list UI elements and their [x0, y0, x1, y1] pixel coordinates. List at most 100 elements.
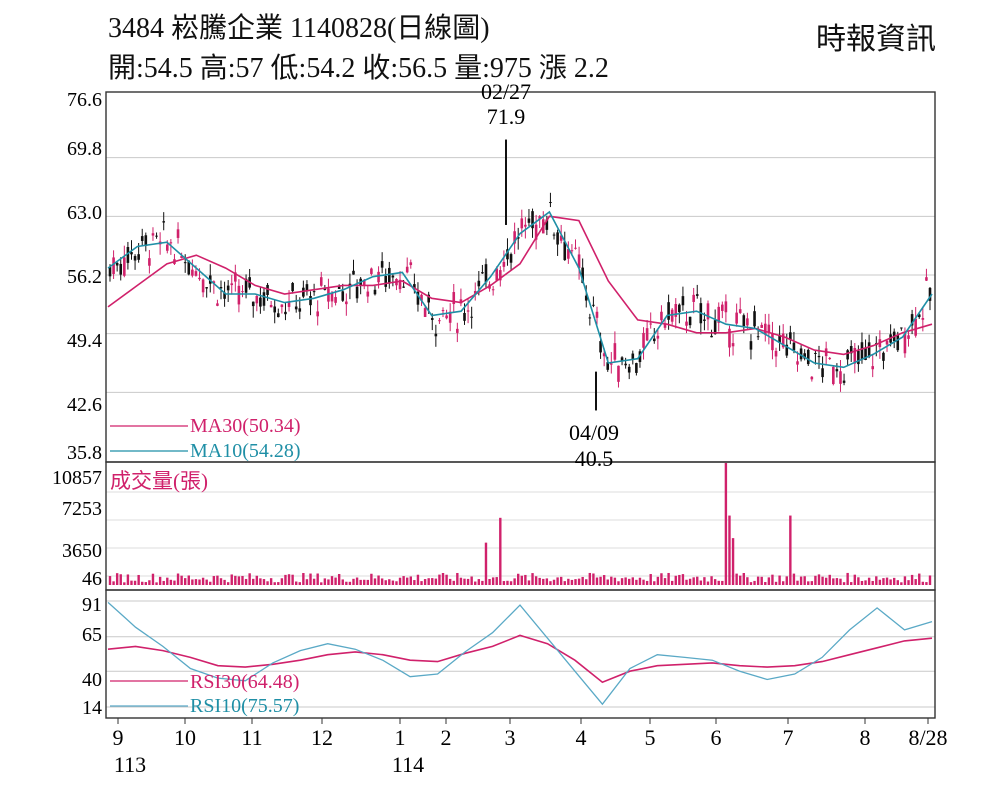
volume-bar: [692, 577, 695, 585]
volume-bar: [592, 573, 595, 585]
candle-body: [137, 254, 140, 260]
candle-body: [756, 336, 760, 338]
volume-bar: [380, 578, 384, 585]
volume-bar: [542, 578, 545, 585]
volume-bar: [448, 578, 452, 585]
candle-body: [738, 309, 742, 313]
candle-body: [731, 343, 735, 347]
candle-body: [176, 229, 180, 238]
volume-bar: [588, 572, 592, 585]
candle-body: [370, 268, 373, 274]
volume-bar: [323, 578, 327, 585]
volume-bar: [663, 578, 667, 585]
candle-body: [681, 296, 685, 306]
volume-bar: [552, 579, 556, 585]
volume-bar: [685, 579, 688, 585]
candle-body: [191, 269, 194, 276]
volume-bar: [821, 576, 824, 585]
candle-body: [903, 333, 907, 354]
candle-body: [491, 289, 495, 291]
ma10-line: [107, 210, 933, 369]
volume-bar: [559, 576, 563, 585]
volume-bar: [889, 579, 892, 585]
volume-bar: [688, 578, 692, 585]
volume-bar: [778, 575, 781, 585]
candle-body: [269, 304, 273, 308]
x-tick-label: 7: [783, 725, 794, 750]
candle-body: [108, 267, 112, 277]
volume-bar: [638, 577, 642, 585]
volume-bar: [123, 582, 126, 585]
volume-bar: [309, 573, 312, 585]
volume-bar: [910, 574, 914, 585]
volume-bar: [474, 581, 477, 585]
candle-body: [119, 263, 123, 275]
volume-bar: [921, 581, 925, 585]
volume-tick: 10857: [52, 467, 102, 489]
candle-body: [610, 363, 613, 365]
x-tick-label: 1: [395, 725, 406, 750]
volume-bar: [846, 572, 849, 585]
volume-bar: [148, 580, 151, 585]
volume-bar: [824, 577, 828, 585]
volume-bar: [441, 573, 445, 585]
candle-body: [130, 252, 133, 255]
candle-body: [234, 272, 237, 282]
volume-tick: 7253: [62, 498, 102, 520]
volume-bar: [660, 573, 663, 585]
volume-bar: [133, 580, 137, 585]
volume-bar: [395, 581, 398, 585]
volume-bar: [212, 576, 216, 585]
volume-bar: [320, 582, 323, 585]
candle-body: [667, 302, 670, 320]
candle-body: [921, 318, 925, 320]
volume-bar: [244, 578, 248, 585]
candle-body: [871, 366, 875, 370]
volume-bar: [262, 579, 266, 585]
candle-body: [484, 264, 488, 283]
candle-body: [620, 357, 624, 362]
candle-body: [635, 363, 638, 373]
volume-title: 成交量(張): [110, 469, 208, 493]
candle-body: [280, 304, 284, 308]
volume-bar: [363, 579, 366, 585]
volume-bar: [237, 576, 241, 585]
volume-bar: [223, 579, 226, 585]
volume-bar: [538, 577, 541, 585]
candle-body: [806, 349, 810, 365]
candle-body: [470, 316, 473, 318]
volume-bar: [731, 538, 735, 585]
candle-body: [456, 328, 459, 333]
volume-bar: [595, 577, 599, 585]
volume-bar: [703, 577, 706, 585]
volume-bar: [295, 581, 298, 585]
volume-bar: [713, 579, 717, 585]
candle-body: [652, 338, 656, 342]
x-tick-label: 3: [505, 725, 516, 750]
candle-body: [337, 285, 341, 289]
volume-bar: [459, 577, 463, 585]
candle-body: [481, 272, 484, 274]
volume-bar: [488, 578, 491, 585]
candle-body: [373, 289, 377, 295]
x-tick-label: 4: [576, 725, 587, 750]
volume-bar: [466, 578, 470, 585]
candle-body: [556, 232, 559, 245]
trough-date: 04/09: [569, 420, 619, 445]
candle-body: [430, 318, 434, 320]
volume-bar: [882, 578, 885, 585]
volume-bar: [721, 580, 724, 585]
x-tick-label: 6: [711, 725, 722, 750]
candle-body: [334, 297, 337, 303]
volume-bar: [710, 576, 713, 585]
trough-annotation: 04/09 40.5: [569, 420, 619, 471]
volume-bar: [341, 579, 344, 585]
volume-bar: [402, 576, 405, 585]
candle-body: [230, 283, 234, 286]
candle-body: [506, 249, 509, 260]
candle-body: [499, 270, 502, 281]
volume-bar: [602, 575, 606, 585]
candle-body: [441, 310, 445, 312]
candle-body: [563, 241, 567, 261]
candle-body: [742, 315, 746, 327]
